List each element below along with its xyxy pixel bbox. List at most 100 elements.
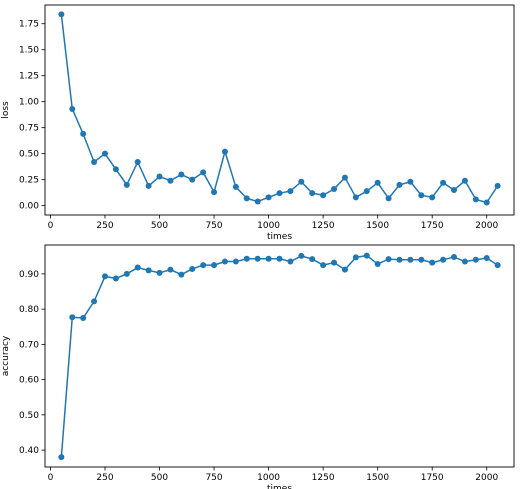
loss-y-tick-label: 0.25 xyxy=(19,176,39,186)
loss-data-point xyxy=(385,195,392,202)
accuracy-data-point xyxy=(156,269,163,276)
accuracy-data-point xyxy=(134,264,141,271)
accuracy-x-tick-label: 500 xyxy=(151,473,168,483)
loss-data-point xyxy=(178,171,185,178)
accuracy-data-point xyxy=(341,266,348,273)
accuracy-data-point xyxy=(69,314,76,321)
accuracy-data-point xyxy=(200,262,207,269)
loss-y-axis-label: loss xyxy=(1,101,11,119)
accuracy-data-point xyxy=(483,255,490,262)
loss-y-tick-label: 1.50 xyxy=(19,46,39,56)
accuracy-data-point xyxy=(374,261,381,268)
accuracy-data-point xyxy=(309,256,316,263)
accuracy-y-axis-label: accuracy xyxy=(1,335,11,376)
accuracy-data-point xyxy=(178,271,185,278)
accuracy-data-point xyxy=(429,259,436,266)
loss-data-point xyxy=(483,199,490,206)
accuracy-x-tick-label: 0 xyxy=(48,473,54,483)
loss-data-point xyxy=(309,190,316,197)
accuracy-series-line xyxy=(60,254,499,458)
loss-data-point xyxy=(331,186,338,193)
loss-data-point xyxy=(472,196,479,203)
loss-data-point xyxy=(134,158,141,165)
accuracy-y-tick-label: 0.90 xyxy=(19,270,39,280)
loss-data-point xyxy=(396,181,403,188)
loss-data-point xyxy=(189,176,196,183)
loss-data-point xyxy=(123,181,130,188)
loss-data-point xyxy=(341,174,348,181)
accuracy-data-point xyxy=(221,258,228,265)
accuracy-y-tick-label: 0.70 xyxy=(19,340,39,350)
loss-data-point xyxy=(407,178,414,185)
accuracy-data-point xyxy=(440,256,447,263)
loss-data-point xyxy=(418,192,425,199)
loss-data-point xyxy=(69,105,76,112)
loss-data-point xyxy=(243,195,250,202)
loss-y-tick-label: 0.75 xyxy=(19,124,39,134)
accuracy-data-point xyxy=(396,256,403,263)
loss-data-point xyxy=(298,178,305,185)
loss-data-point xyxy=(211,189,218,196)
accuracy-x-axis-label: times xyxy=(267,484,292,489)
loss-x-tick-label: 2000 xyxy=(475,221,498,231)
loss-x-tick-label: 1500 xyxy=(366,221,389,231)
loss-data-point xyxy=(167,177,174,184)
accuracy-data-point xyxy=(254,255,261,262)
loss-x-tick-label: 1750 xyxy=(421,221,444,231)
accuracy-data-point xyxy=(145,267,152,274)
loss-data-point xyxy=(276,190,283,197)
loss-data-point xyxy=(145,182,152,189)
accuracy-data-point xyxy=(407,256,414,263)
accuracy-data-point xyxy=(418,256,425,263)
loss-x-tick-label: 1250 xyxy=(312,221,335,231)
accuracy-data-point xyxy=(385,256,392,263)
accuracy-y-tick-label: 0.60 xyxy=(19,376,39,386)
accuracy-x-tick-label: 2000 xyxy=(475,473,498,483)
loss-x-tick-label: 500 xyxy=(151,221,168,231)
loss-data-point xyxy=(101,150,108,157)
accuracy-x-tick-label: 1000 xyxy=(257,473,280,483)
loss-x-tick-label: 1000 xyxy=(257,221,280,231)
accuracy-data-point xyxy=(243,255,250,262)
loss-data-point xyxy=(265,194,272,201)
loss-data-point xyxy=(374,179,381,186)
accuracy-plot-frame xyxy=(44,244,515,468)
accuracy-data-point xyxy=(101,273,108,280)
accuracy-data-point xyxy=(211,262,218,269)
accuracy-data-point xyxy=(58,454,65,461)
loss-data-point xyxy=(287,188,294,195)
loss-data-point xyxy=(461,177,468,184)
accuracy-data-point xyxy=(472,256,479,263)
accuracy-data-point xyxy=(461,258,468,265)
accuracy-x-tick-label: 1750 xyxy=(421,473,444,483)
accuracy-x-tick-label: 750 xyxy=(205,473,222,483)
accuracy-data-point xyxy=(320,262,327,269)
loss-x-tick-label: 750 xyxy=(205,221,222,231)
loss-series-line xyxy=(60,14,499,204)
accuracy-data-point xyxy=(80,314,87,321)
accuracy-data-point xyxy=(363,252,370,259)
accuracy-data-point xyxy=(265,255,272,262)
loss-data-point xyxy=(112,166,119,173)
loss-data-point xyxy=(254,198,261,205)
loss-data-point xyxy=(232,183,239,190)
loss-x-axis-label: times xyxy=(267,232,292,242)
loss-data-point xyxy=(91,158,98,165)
accuracy-y-tick-label: 0.80 xyxy=(19,305,39,315)
accuracy-data-point xyxy=(167,266,174,273)
accuracy-y-tick-label: 0.50 xyxy=(19,411,39,421)
accuracy-data-point xyxy=(232,258,239,265)
loss-data-point xyxy=(440,179,447,186)
loss-data-point xyxy=(221,148,228,155)
loss-data-point xyxy=(363,188,370,195)
accuracy-data-point xyxy=(276,255,283,262)
loss-data-point xyxy=(80,130,87,137)
accuracy-data-point xyxy=(91,298,98,305)
loss-y-tick-label: 1.75 xyxy=(19,20,39,30)
loss-y-tick-label: 0.00 xyxy=(19,202,39,212)
accuracy-data-point xyxy=(298,252,305,259)
accuracy-data-point xyxy=(112,275,119,282)
accuracy-data-point xyxy=(287,258,294,265)
accuracy-data-point xyxy=(189,265,196,272)
